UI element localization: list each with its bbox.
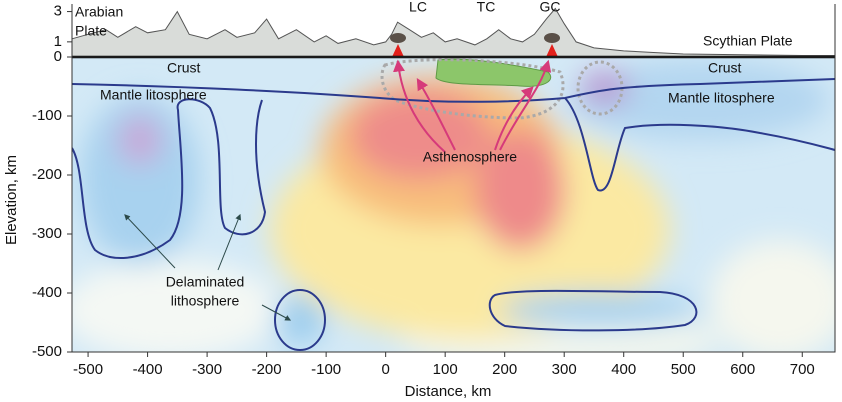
y-tick-label: -500 — [32, 343, 62, 360]
topography-panel — [71, 7, 835, 57]
annotation: Scythian Plate — [703, 33, 793, 49]
x-tick-label: -200 — [252, 361, 282, 378]
tomography — [72, 57, 835, 352]
x-tick-label: 500 — [671, 361, 696, 378]
x-tick-label: 400 — [611, 361, 636, 378]
x-tick-label: 200 — [492, 361, 517, 378]
annotation: Mantle litosphere — [668, 90, 775, 106]
x-tick-label: -300 — [192, 361, 222, 378]
y-tick-label: -200 — [32, 166, 62, 183]
annotation: TC — [477, 0, 496, 15]
topography-line — [71, 7, 835, 56]
annotation: Asthenosphere — [423, 149, 517, 165]
annotation: Plate — [75, 23, 107, 39]
topo-tick-label: 3 — [54, 3, 62, 20]
annotation: Delaminated — [166, 274, 245, 290]
topo-tick-label: 1 — [54, 33, 62, 50]
annotation: lithosphere — [171, 293, 240, 309]
annotation: Crust — [708, 60, 742, 76]
x-tick-label: -500 — [73, 361, 103, 378]
annotation: Crust — [167, 60, 201, 76]
y-axis-title: Elevation, km — [3, 155, 20, 245]
annotation: GC — [540, 0, 561, 15]
x-axis-title: Distance, km — [405, 383, 492, 400]
annotation: Mantle litosphere — [100, 87, 207, 103]
x-tick-label: -100 — [311, 361, 341, 378]
y-tick-label: -400 — [32, 284, 62, 301]
x-tick-label: -400 — [133, 361, 163, 378]
x-tick-label: 100 — [433, 361, 458, 378]
y-tick-label: -300 — [32, 225, 62, 242]
x-tick-label: 300 — [552, 361, 577, 378]
annotation: LC — [409, 0, 427, 15]
volcanoes — [390, 33, 560, 57]
x-tick-label: 700 — [790, 361, 815, 378]
y-tick-label: 0 — [54, 48, 62, 65]
x-tick-label: 600 — [730, 361, 755, 378]
topography-fill — [72, 8, 835, 57]
y-tick-label: -100 — [32, 107, 62, 124]
x-tick-label: 0 — [381, 361, 389, 378]
annotation: Arabian — [75, 4, 123, 20]
